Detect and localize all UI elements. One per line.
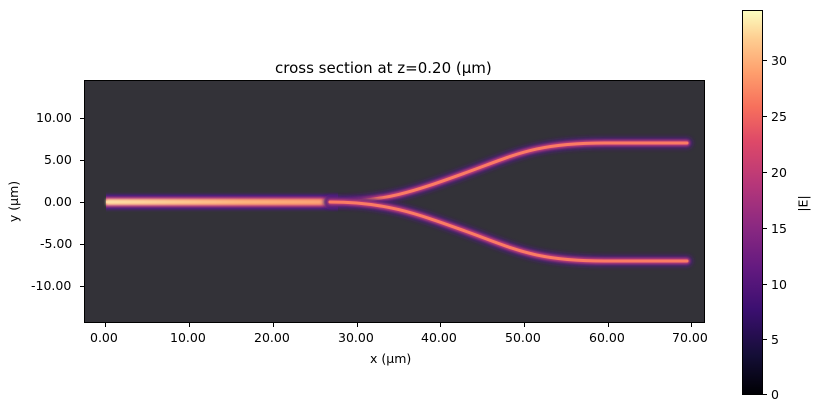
x-tick-label: 20.00 [254,330,290,345]
y-tick [80,160,84,161]
y-tick-label: 0.00 [44,194,72,209]
y-tick-label: 10.00 [36,110,72,125]
x-tick-label: 0.00 [90,330,118,345]
x-axis-label: x (μm) [370,351,412,366]
x-tick [440,323,441,327]
upper-arm [324,137,693,208]
y-tick [80,286,84,287]
colorbar-tick-label: 0 [771,387,779,402]
x-tick [608,323,609,327]
colorbar-tick-label: 30 [771,53,787,68]
x-tick-label: 50.00 [505,330,541,345]
colorbar-tick-label: 20 [771,165,787,180]
colorbar-tick [763,172,767,173]
x-tick [691,323,692,327]
chart-title: cross section at z=0.20 (μm) [275,59,492,77]
colorbar-tick-label: 5 [771,332,779,347]
colorbar-tick [763,394,767,395]
colorbar-tick [763,228,767,229]
colorbar-tick [763,60,767,61]
y-axis-label: y (μm) [6,180,22,223]
x-tick-label: 70.00 [672,330,708,345]
lower-arm [324,196,693,267]
plot-area [84,80,705,323]
x-tick [189,323,190,327]
colorbar-tick [763,339,767,340]
x-tick-label: 60.00 [589,330,625,345]
x-tick [524,323,525,327]
colorbar-tick-label: 25 [771,109,787,124]
y-tick-label: -10.00 [31,278,72,293]
colorbar-tick [763,116,767,117]
colorbar-tick-label: 10 [771,277,787,292]
x-tick [105,323,106,327]
x-tick-label: 10.00 [170,330,206,345]
y-tick-label: -5.00 [40,236,73,251]
x-tick-label: 40.00 [421,330,457,345]
y-tick [80,118,84,119]
colorbar-tick-label: 15 [771,221,787,236]
colorbar [742,10,763,395]
x-tick [273,323,274,327]
colorbar-tick [763,284,767,285]
y-tick [80,202,84,203]
x-tick [357,323,358,327]
y-tick [80,244,84,245]
colorbar-label: |E| [795,195,811,212]
y-tick-label: 5.00 [44,152,72,167]
x-tick-label: 30.00 [338,330,374,345]
field-heatmap [106,137,693,267]
